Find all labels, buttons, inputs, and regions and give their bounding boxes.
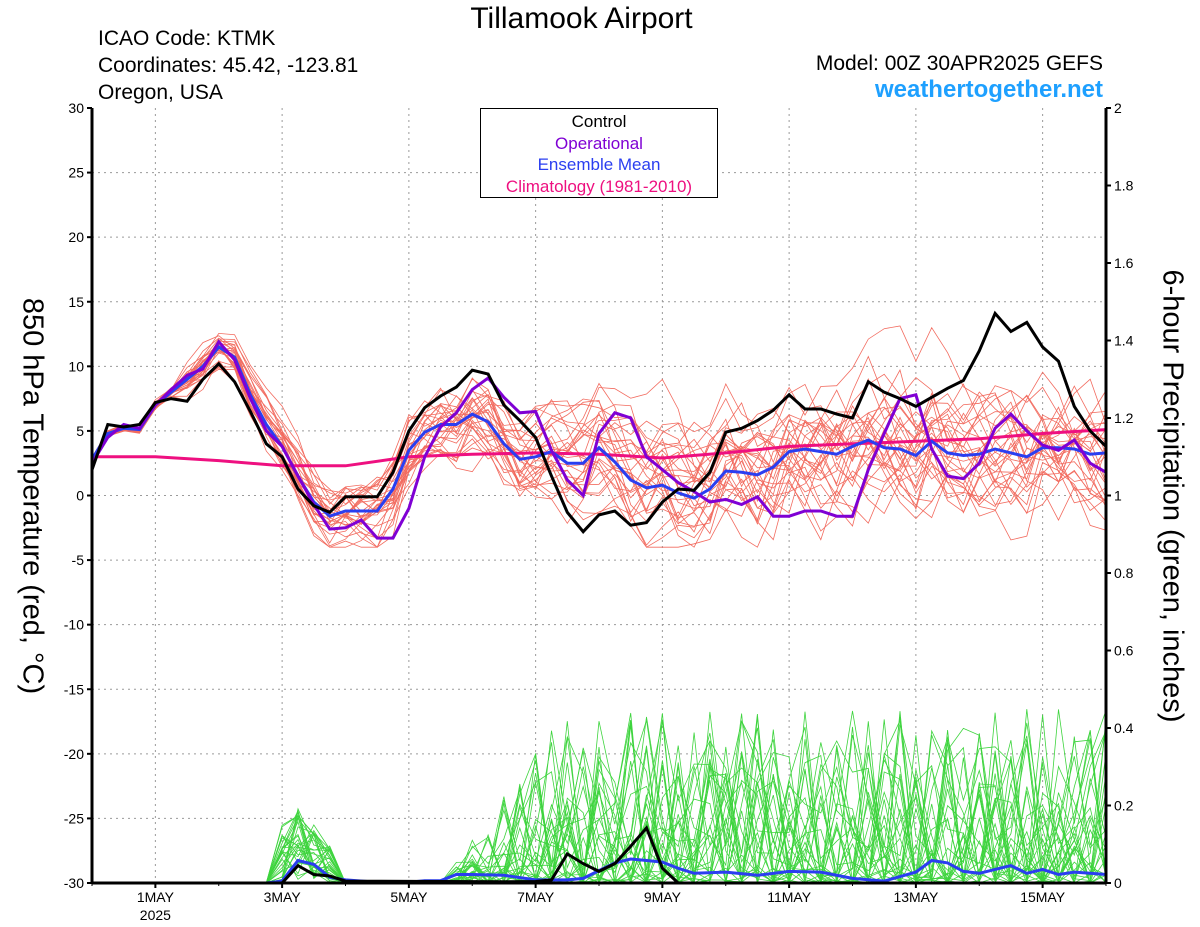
y-tick-label-right: 0.6 [1114, 643, 1134, 659]
y-tick-label-left: 25 [68, 165, 84, 181]
y-tick-label-right: 1 [1114, 488, 1122, 504]
temperature-member-line [91, 332, 1107, 504]
y-tick-label-left: 5 [76, 423, 84, 439]
y-axis-right-label: 6-hour Precipitation (green, inches) [1156, 269, 1189, 723]
y-axis-left-label: 850 hPa Temperature (red, °C) [16, 297, 49, 695]
x-tick-label: 9MAY [644, 889, 682, 905]
x-tick-label: 15MAY [1020, 889, 1066, 905]
y-tick-label-right: 1.8 [1114, 178, 1134, 194]
x-tick-label: 1MAY [137, 889, 175, 905]
y-tick-label-left: -10 [64, 617, 84, 633]
temperature-member-line [91, 346, 1107, 547]
control-precipitation-line [92, 825, 1106, 885]
y-tick-label-right: 1.2 [1114, 410, 1134, 426]
y-tick-label-left: -25 [64, 810, 84, 826]
temperature-member-line [91, 346, 1107, 525]
x-tick-label: 11MAY [767, 889, 811, 905]
control-temperature-line [90, 310, 1108, 534]
coordinates-label: Coordinates: 45.42, -123.81 [98, 54, 359, 77]
temperature-member-line [91, 335, 1107, 521]
y-tick-label-left: 15 [68, 294, 84, 310]
y-tick-label-right: 0.8 [1114, 565, 1134, 581]
legend-climatology: Climatology (1981-2010) [505, 176, 693, 196]
y-tick-label-left: -30 [64, 875, 84, 891]
x-tick-label: 7MAY [517, 889, 555, 905]
y-tick-label-right: 1.4 [1114, 333, 1134, 349]
y-tick-label-right: 2 [1114, 100, 1122, 116]
precipitation-member-line [92, 758, 1107, 885]
legend-operational: Operational [555, 133, 643, 153]
region-label: Oregon, USA [98, 81, 223, 104]
y-tick-label-right: 1.6 [1114, 255, 1134, 271]
temperature-member-line [91, 338, 1107, 535]
model-run-label: Model: 00Z 30APR2025 GEFS [815, 52, 1103, 75]
operational-temperature-line [90, 339, 1107, 540]
y-tick-label-right: 0 [1114, 875, 1122, 891]
temperature-member-line [91, 347, 1107, 548]
y-tick-label-right: 0.4 [1114, 720, 1134, 736]
icao-code-label: ICAO Code: KTMK [98, 27, 276, 50]
climatology-line [92, 428, 1107, 468]
y-tick-label-left: -20 [64, 746, 84, 762]
temperature-member-line [91, 352, 1107, 523]
x-tick-label: 5MAY [390, 889, 428, 905]
temperature-member-line [91, 325, 1107, 525]
y-tick-label-left: 30 [68, 100, 84, 116]
temperature-member-line [91, 341, 1107, 548]
temperature-member-line [91, 360, 1107, 523]
x-tick-label: 13MAY [893, 889, 939, 905]
y-tick-label-right: 0.2 [1114, 798, 1134, 814]
temperature-member-line [91, 367, 1107, 546]
ensemble-mean-temperature-line [90, 345, 1107, 518]
x-tick-label: 3MAY [264, 889, 302, 905]
y-tick-label-left: 10 [68, 358, 84, 374]
y-tick-label-left: 0 [76, 488, 84, 504]
x-tick-sublabel: 2025 [140, 907, 171, 923]
legend-ensemble-mean: Ensemble Mean [537, 155, 661, 174]
site-link[interactable]: weathertogether.net [874, 76, 1103, 103]
chart-legend: Control Operational Ensemble Mean Climat… [480, 108, 718, 198]
chart-title: Tillamook Airport [470, 2, 693, 35]
y-tick-label-left: 20 [68, 229, 84, 245]
legend-control: Control [571, 112, 627, 131]
y-tick-label-left: -5 [72, 552, 85, 568]
y-tick-label-left: -15 [64, 681, 84, 697]
